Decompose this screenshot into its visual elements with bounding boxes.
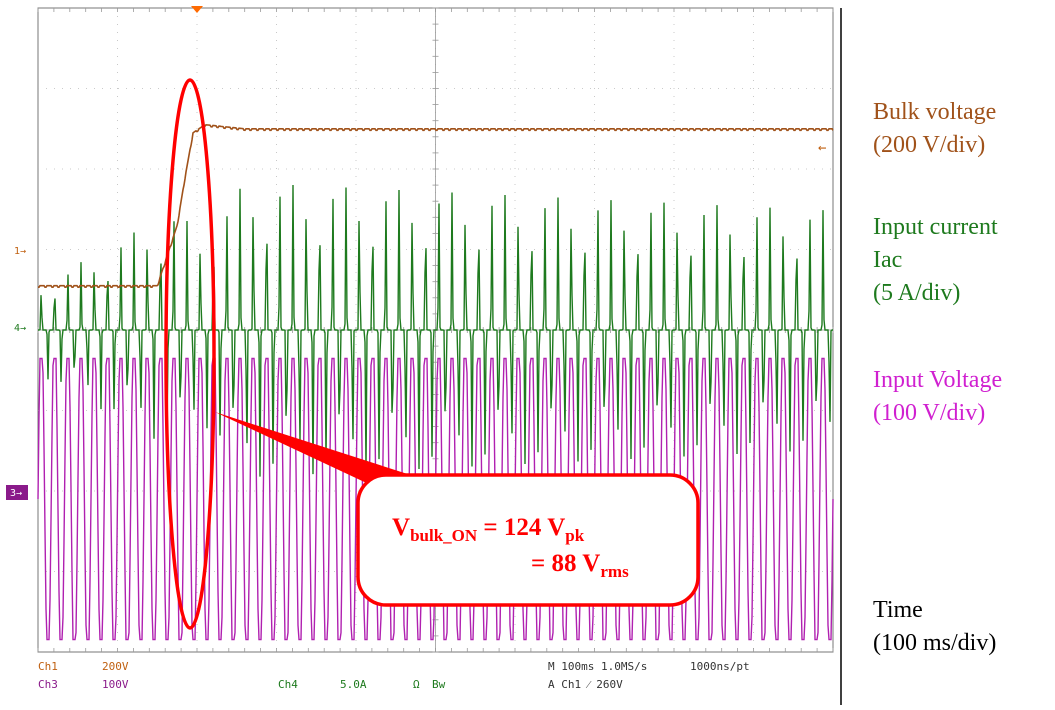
status-ch4-label: Ch4 (278, 678, 298, 691)
status-ch3-label: Ch3 (38, 678, 58, 691)
callout-box (356, 473, 700, 607)
status-timebase: M 100ms 1.0MS/s (548, 660, 647, 673)
channel-markers: 1→ 4→ 3→ ← (6, 140, 826, 500)
legend-time-scale: (100 ms/div) (873, 630, 997, 656)
ch3-level-marker-bg (6, 485, 28, 500)
status-trigger: A Ch1 ⁄ 260V (548, 678, 623, 691)
legend-time: Time (100 ms/div) (873, 594, 996, 660)
status-ch1-label: Ch1 (38, 660, 58, 673)
callout-line-1: Vbulk_ON = 124 Vpk (392, 514, 585, 545)
status-bw: Bw (432, 678, 446, 691)
ch1-level-marker: 1→ (14, 246, 26, 257)
bulk-voltage-trace (38, 123, 834, 288)
legend-bulk-scale: (200 V/div) (873, 132, 986, 158)
callout-line-2: = 88 Vrms (531, 550, 629, 581)
legend-bulk-title: Bulk voltage (873, 99, 997, 125)
legend-current-title: Input current (873, 214, 998, 240)
legend-input-current: Input current Iac (5 A/div) (873, 211, 998, 310)
trigger-position-marker (191, 6, 203, 13)
trigger-level-arrow: ← (818, 140, 826, 156)
legend-voltage-title: Input Voltage (873, 367, 1003, 393)
status-ch4-scale: 5.0A (340, 678, 367, 691)
highlight-ellipse (164, 78, 216, 630)
ch3-level-marker: 3→ (10, 488, 22, 499)
legend-current-name: Iac (873, 247, 903, 273)
legend-voltage-scale: (100 V/div) (873, 400, 986, 426)
status-ohm: Ω (413, 678, 420, 691)
ch4-level-marker: 4→ (14, 323, 26, 334)
callout-annotation: Vbulk_ON = 124 Vpk = 88 Vrms (164, 78, 700, 630)
input-current-trace (38, 184, 833, 477)
status-resolution: 1000ns/pt (690, 660, 750, 673)
legend-input-voltage: Input Voltage (100 V/div) (873, 364, 1002, 430)
legend-current-scale: (5 A/div) (873, 280, 961, 306)
legend-time-title: Time (873, 597, 923, 623)
legend-bulk-voltage: Bulk voltage (200 V/div) (873, 96, 996, 162)
scope-status-bar: Ch1 200V Ch3 100V Ch4 5.0A Ω Bw M 100ms 1.0MS/s 1… (38, 660, 750, 691)
status-ch1-scale: 200V (102, 660, 129, 673)
status-ch3-scale: 100V (102, 678, 129, 691)
callout-pointer (215, 412, 420, 495)
